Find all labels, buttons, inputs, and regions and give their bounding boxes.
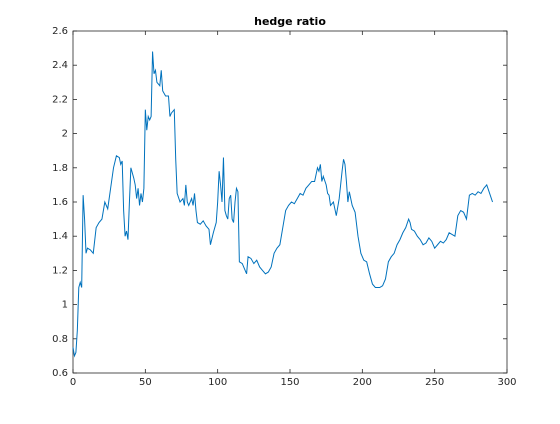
y-tick-label: 1.8: [52, 163, 68, 174]
chart-title: hedge ratio: [254, 15, 326, 28]
y-tick-label: 2.4: [52, 60, 68, 71]
x-tick-label: 100: [208, 377, 227, 388]
x-tick-label: 50: [139, 377, 152, 388]
y-tick-label: 0.8: [52, 334, 68, 345]
y-tick-label: 2: [62, 129, 68, 140]
x-tick-label: 150: [280, 377, 299, 388]
y-tick-label: 1: [62, 300, 68, 311]
y-tick-label: 1.4: [52, 231, 68, 242]
x-tick-label: 0: [70, 377, 76, 388]
x-tick-label: 200: [353, 377, 372, 388]
y-tick-label: 0.6: [52, 368, 68, 379]
y-tick-label: 2.6: [52, 26, 68, 37]
x-tick-label: 250: [425, 377, 444, 388]
axes-box: [72, 30, 508, 374]
x-tick-label: 300: [497, 377, 516, 388]
y-tick-label: 2.2: [52, 94, 68, 105]
data-line: [72, 51, 494, 358]
y-tick-label: 1.6: [52, 197, 68, 208]
y-tick-label: 1.2: [52, 265, 68, 276]
